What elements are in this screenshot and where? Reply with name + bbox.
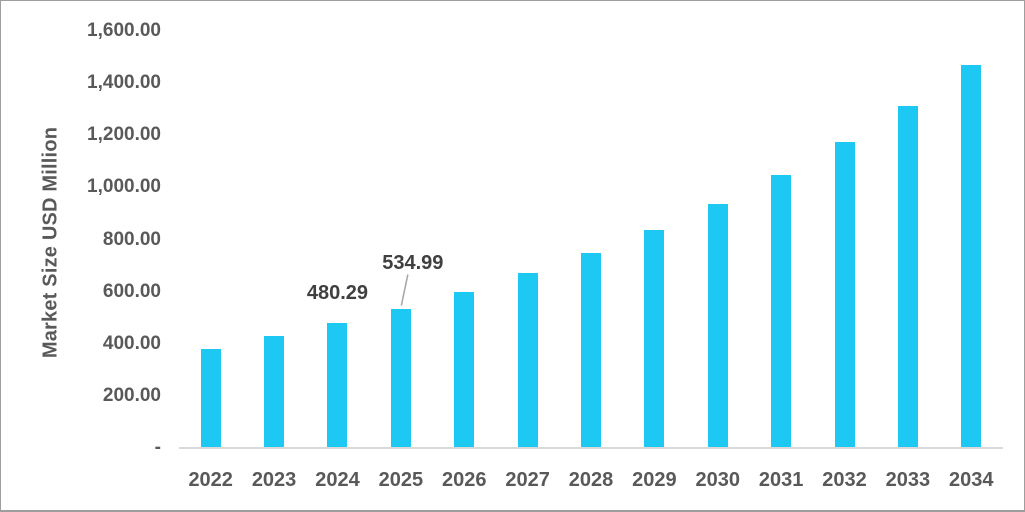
y-tick-label-600: 600.00: [102, 280, 161, 302]
bar-2031: [771, 174, 792, 448]
bar-2024: [327, 322, 348, 448]
bar-2023: [264, 336, 285, 448]
x-label-2025: 2025: [378, 469, 424, 491]
bar-2034: [961, 65, 982, 448]
bar-2033: [897, 105, 918, 448]
x-label-2031: 2031: [758, 469, 804, 491]
y-tick-label-800: 800.00: [102, 228, 161, 250]
x-label-2027: 2027: [505, 469, 550, 491]
x-label-2034: 2034: [949, 469, 994, 491]
y-tick-label-400: 400.00: [102, 332, 161, 354]
x-label-2024: 2024: [315, 469, 360, 491]
leader-line-2025: [400, 274, 409, 306]
y-tick-label-1400: 1,400.00: [87, 72, 161, 94]
x-label-2026: 2026: [441, 469, 487, 491]
bar-2027: [517, 273, 538, 448]
data-label-2025: 534.99: [382, 251, 444, 274]
bar-2030: [707, 203, 728, 448]
y-tick-label-200: 200.00: [102, 384, 161, 406]
x-label-2028: 2028: [568, 469, 614, 491]
bar-2022: [200, 348, 221, 448]
bar-2026: [454, 292, 475, 448]
bar-2032: [834, 142, 855, 448]
y-tick-label-1000: 1,000.00: [87, 176, 161, 198]
x-label-2030: 2030: [695, 469, 741, 491]
x-label-2033: 2033: [885, 469, 931, 491]
x-label-2023: 2023: [251, 469, 297, 491]
y-tick-label-1600: 1,600.00: [87, 20, 161, 41]
x-label-2032: 2032: [822, 469, 867, 491]
bar-2029: [644, 229, 665, 448]
x-axis-line: [179, 447, 1003, 449]
y-tick-label-1200: 1,200.00: [87, 124, 161, 146]
bar-2028: [581, 252, 601, 448]
x-label-2022: 2022: [188, 469, 233, 491]
data-label-2024: 480.29: [306, 281, 369, 304]
y-tick-label-0: -: [154, 437, 161, 458]
x-label-2029: 2029: [632, 469, 677, 491]
bar-2025: [390, 308, 411, 448]
